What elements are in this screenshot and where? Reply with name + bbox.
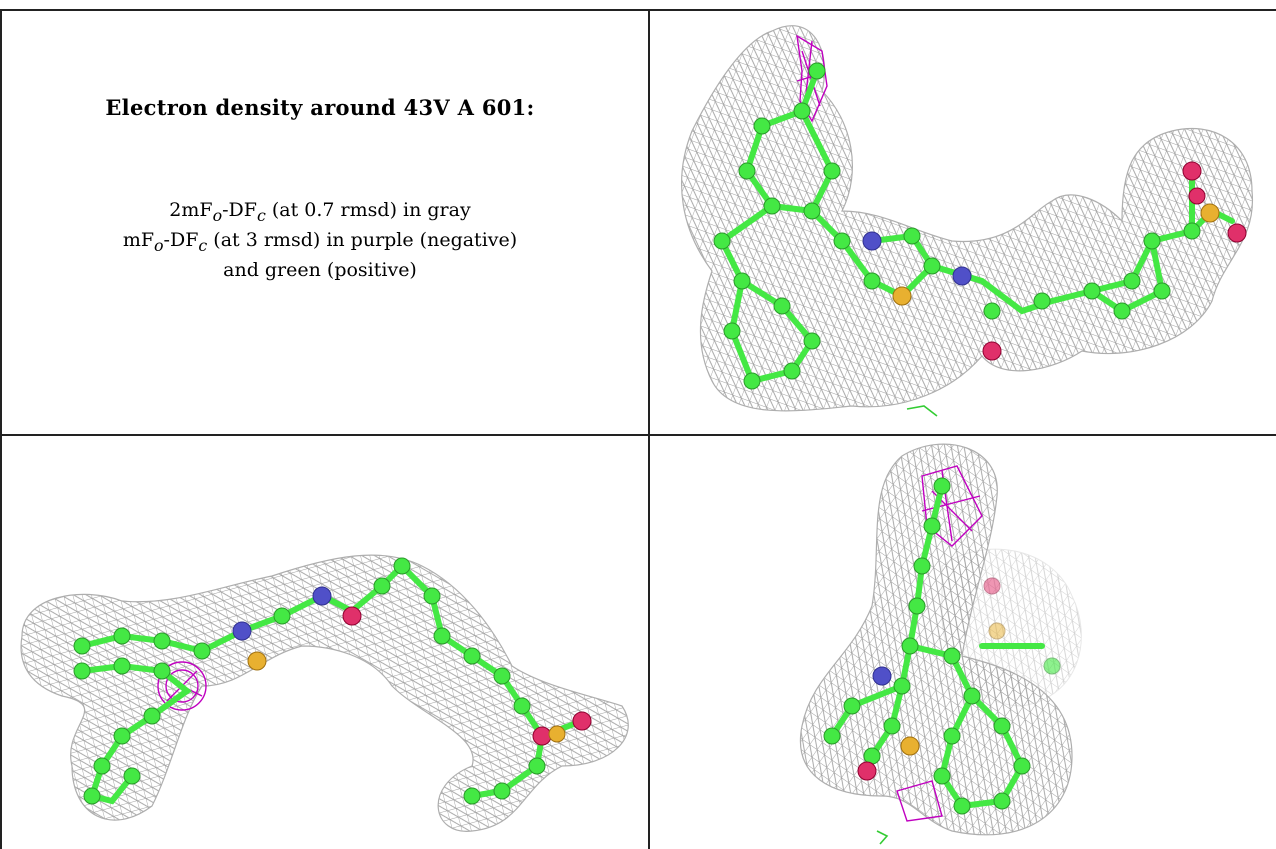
density-render-top-right xyxy=(681,25,1254,417)
caption-title: Electron density around 43V A 601: xyxy=(105,95,535,120)
view-bottom-left xyxy=(2,436,647,848)
table-border-top xyxy=(0,9,1276,11)
caption-line-1: 2mFo-DFc (at 0.7 rmsd) in gray xyxy=(169,199,471,225)
gray-mesh xyxy=(20,554,629,832)
caption-line-3: and green (positive) xyxy=(223,258,417,281)
table-border-center xyxy=(648,9,650,849)
density-render-bottom-right xyxy=(799,443,1082,845)
table-border-left xyxy=(0,9,2,849)
table-border-middle xyxy=(0,434,1276,436)
caption-cell: Electron density around 43V A 601: 2mFo-… xyxy=(20,95,620,283)
positive-density-green xyxy=(876,830,889,845)
gray-mesh xyxy=(681,25,1254,412)
caption-line-2: mFo-DFc (at 3 rmsd) in purple (negative) xyxy=(122,228,518,255)
positive-density-green xyxy=(906,405,938,417)
atoms-bottom-right xyxy=(823,477,1061,815)
view-bottom-right xyxy=(652,436,1274,848)
gray-mesh xyxy=(799,443,1073,836)
view-top-right xyxy=(652,11,1274,433)
atoms-top-right xyxy=(713,62,1247,390)
density-render-bottom-left xyxy=(20,554,629,832)
atoms-bottom-left xyxy=(73,557,592,805)
